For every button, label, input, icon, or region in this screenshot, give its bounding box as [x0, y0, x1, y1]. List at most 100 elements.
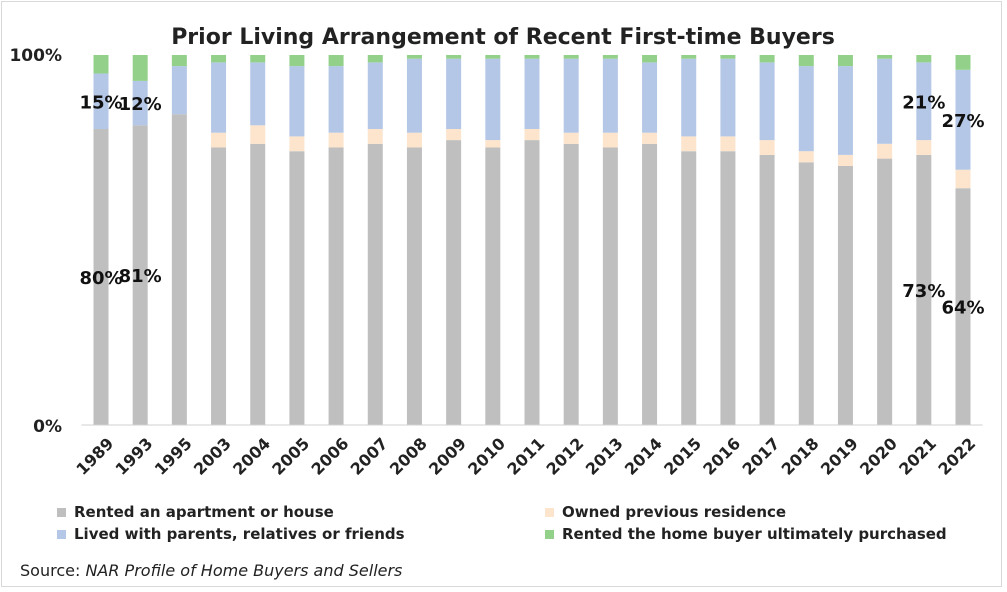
bar-segment-2011-owned-previous-residence [524, 129, 540, 141]
legend-swatch-owned [545, 507, 554, 517]
bar-segment-2005-rented-an-apartment-or-house [289, 151, 305, 425]
bar-segment-2022-rented-the-home-buyer-ultimately-purchased [955, 55, 971, 70]
bar-segment-1995-lived-with-parents-relatives-or-friends [171, 66, 187, 115]
bar-segment-2009-lived-with-parents-relatives-or-friends [446, 58, 462, 130]
bar-segment-2008-rented-the-home-buyer-ultimately-purchased [406, 55, 422, 59]
y-tick-label-top: 100% [9, 46, 62, 66]
bar-segment-2011-rented-an-apartment-or-house [524, 140, 540, 425]
bar-segment-2016-rented-an-apartment-or-house [720, 151, 736, 425]
bar-segment-2003-rented-the-home-buyer-ultimately-purchased [211, 55, 227, 63]
x-tick-label-1995: 1995 [151, 434, 196, 479]
bar-segment-2017-rented-the-home-buyer-ultimately-purchased [759, 55, 775, 63]
x-tick-label-2015: 2015 [660, 434, 705, 479]
x-tick-label-1989: 1989 [72, 434, 117, 479]
bar-segment-2006-lived-with-parents-relatives-or-friends [328, 66, 344, 133]
y-tick-label-bottom: 0% [33, 417, 62, 437]
bar-segment-2014-rented-the-home-buyer-ultimately-purchased [642, 55, 658, 63]
bar-segment-2009-rented-an-apartment-or-house [446, 140, 462, 425]
legend-label-lived-with: Lived with parents, relatives or friends [74, 525, 405, 543]
bar-segment-2013-rented-the-home-buyer-ultimately-purchased [602, 55, 618, 59]
chart-title: Prior Living Arrangement of Recent First… [171, 25, 835, 50]
x-tick-label-2003: 2003 [190, 434, 235, 479]
bar-segment-2007-rented-the-home-buyer-ultimately-purchased [367, 55, 383, 63]
bar-segment-2016-lived-with-parents-relatives-or-friends [720, 58, 736, 137]
data-label-2021-rented-an-apartment-or-house: 73% [902, 281, 945, 302]
data-label-1989-lived-with-parents-relatives-or-friends: 15% [79, 92, 122, 113]
bar-segment-2012-lived-with-parents-relatives-or-friends [563, 58, 579, 133]
data-label-1993-rented-an-apartment-or-house: 81% [119, 266, 162, 287]
data-label-1989-rented-an-apartment-or-house: 80% [79, 268, 122, 289]
bar-segment-2021-owned-previous-residence [916, 140, 932, 155]
data-labels: 80%81% 15%12% 73%64% 21%27% [79, 92, 984, 318]
data-label-2021-lived-with-parents-relatives-or-friends: 21% [902, 92, 945, 113]
bar-segment-2010-rented-an-apartment-or-house [485, 147, 501, 425]
legend-swatch-lived-with [57, 529, 66, 539]
x-tick-label-1993: 1993 [112, 434, 157, 479]
bar-segment-2009-rented-the-home-buyer-ultimately-purchased [446, 55, 462, 59]
bar-segment-1993-lived-with-parents-relatives-or-friends [132, 80, 148, 126]
bar-segment-2020-lived-with-parents-relatives-or-friends [877, 58, 893, 144]
bar-segment-2022-rented-an-apartment-or-house [955, 188, 971, 425]
x-tick-label-2022: 2022 [934, 434, 979, 479]
legend-swatch-rented-purchased [545, 529, 554, 539]
bar-segment-2017-rented-an-apartment-or-house [759, 154, 775, 425]
legend-item-rented-purchased: Rented the home buyer ultimately purchas… [545, 525, 947, 543]
bar-segment-2004-rented-an-apartment-or-house [250, 143, 266, 426]
bar-segment-1989-rented-an-apartment-or-house [93, 129, 109, 425]
bar-segment-2020-rented-an-apartment-or-house [877, 158, 893, 425]
bar-segment-2020-rented-the-home-buyer-ultimately-purchased [877, 55, 893, 59]
bar-segment-1995-rented-the-home-buyer-ultimately-purchased [171, 55, 187, 67]
bar-segment-1993-rented-the-home-buyer-ultimately-purchased [132, 55, 148, 81]
bar-segment-2006-rented-the-home-buyer-ultimately-purchased [328, 55, 344, 67]
bar-segment-2003-rented-an-apartment-or-house [211, 147, 227, 425]
bar-segment-2006-rented-an-apartment-or-house [328, 147, 344, 425]
source-note: Source: NAR Profile of Home Buyers and S… [20, 561, 402, 580]
x-tick-label-2011: 2011 [503, 434, 548, 479]
bar-segment-2018-owned-previous-residence [798, 151, 814, 163]
legend-label-rented-purchased: Rented the home buyer ultimately purchas… [562, 525, 947, 543]
bar-segment-2009-owned-previous-residence [446, 129, 462, 141]
bar-segment-2008-lived-with-parents-relatives-or-friends [406, 58, 422, 133]
bar-segment-2012-rented-the-home-buyer-ultimately-purchased [563, 55, 579, 59]
bar-segment-2011-rented-the-home-buyer-ultimately-purchased [524, 55, 540, 59]
bar-segment-2022-lived-with-parents-relatives-or-friends [955, 69, 971, 170]
x-tick-label-2020: 2020 [856, 434, 901, 479]
bar-segment-2004-owned-previous-residence [250, 125, 266, 144]
x-tick-label-2014: 2014 [621, 434, 666, 479]
bar-segment-1995-rented-an-apartment-or-house [171, 114, 187, 425]
bar-segment-2007-owned-previous-residence [367, 129, 383, 144]
bar-segment-2010-rented-the-home-buyer-ultimately-purchased [485, 55, 501, 59]
legend-item-rented: Rented an apartment or house [57, 503, 334, 521]
legend-item-owned: Owned previous residence [545, 503, 786, 521]
bar-segment-2021-rented-the-home-buyer-ultimately-purchased [916, 55, 932, 63]
data-label-1993-lived-with-parents-relatives-or-friends: 12% [119, 94, 162, 115]
bar-segment-2004-lived-with-parents-relatives-or-friends [250, 62, 266, 126]
x-tick-label-2005: 2005 [268, 434, 313, 479]
bar-segment-2010-owned-previous-residence [485, 140, 501, 148]
bar-segment-2014-lived-with-parents-relatives-or-friends [642, 62, 658, 133]
x-tick-labels: 1989199319952003200420052006200720082009… [72, 434, 979, 479]
bar-segment-2018-lived-with-parents-relatives-or-friends [798, 66, 814, 152]
bar-segment-2016-owned-previous-residence [720, 136, 736, 152]
bars-group [93, 55, 971, 426]
bar-segment-1989-lived-with-parents-relatives-or-friends [93, 73, 109, 129]
x-tick-label-2016: 2016 [699, 434, 744, 479]
bar-segment-2014-owned-previous-residence [642, 132, 658, 144]
bar-segment-2017-owned-previous-residence [759, 140, 775, 155]
bar-segment-2003-lived-with-parents-relatives-or-friends [211, 62, 227, 133]
bar-segment-2008-rented-an-apartment-or-house [406, 147, 422, 425]
x-tick-label-2019: 2019 [817, 434, 862, 479]
bar-segment-2006-owned-previous-residence [328, 132, 344, 148]
x-tick-label-2004: 2004 [229, 434, 274, 479]
bar-segment-2018-rented-an-apartment-or-house [798, 162, 814, 426]
bar-segment-2019-rented-the-home-buyer-ultimately-purchased [837, 55, 853, 67]
bar-segment-2016-rented-the-home-buyer-ultimately-purchased [720, 55, 736, 59]
bar-segment-2007-lived-with-parents-relatives-or-friends [367, 62, 383, 129]
x-tick-label-2017: 2017 [738, 434, 783, 479]
bar-segment-2013-owned-previous-residence [602, 132, 618, 148]
bar-segment-2013-lived-with-parents-relatives-or-friends [602, 58, 618, 133]
x-tick-label-2007: 2007 [347, 434, 392, 479]
bar-segment-2005-lived-with-parents-relatives-or-friends [289, 66, 305, 137]
